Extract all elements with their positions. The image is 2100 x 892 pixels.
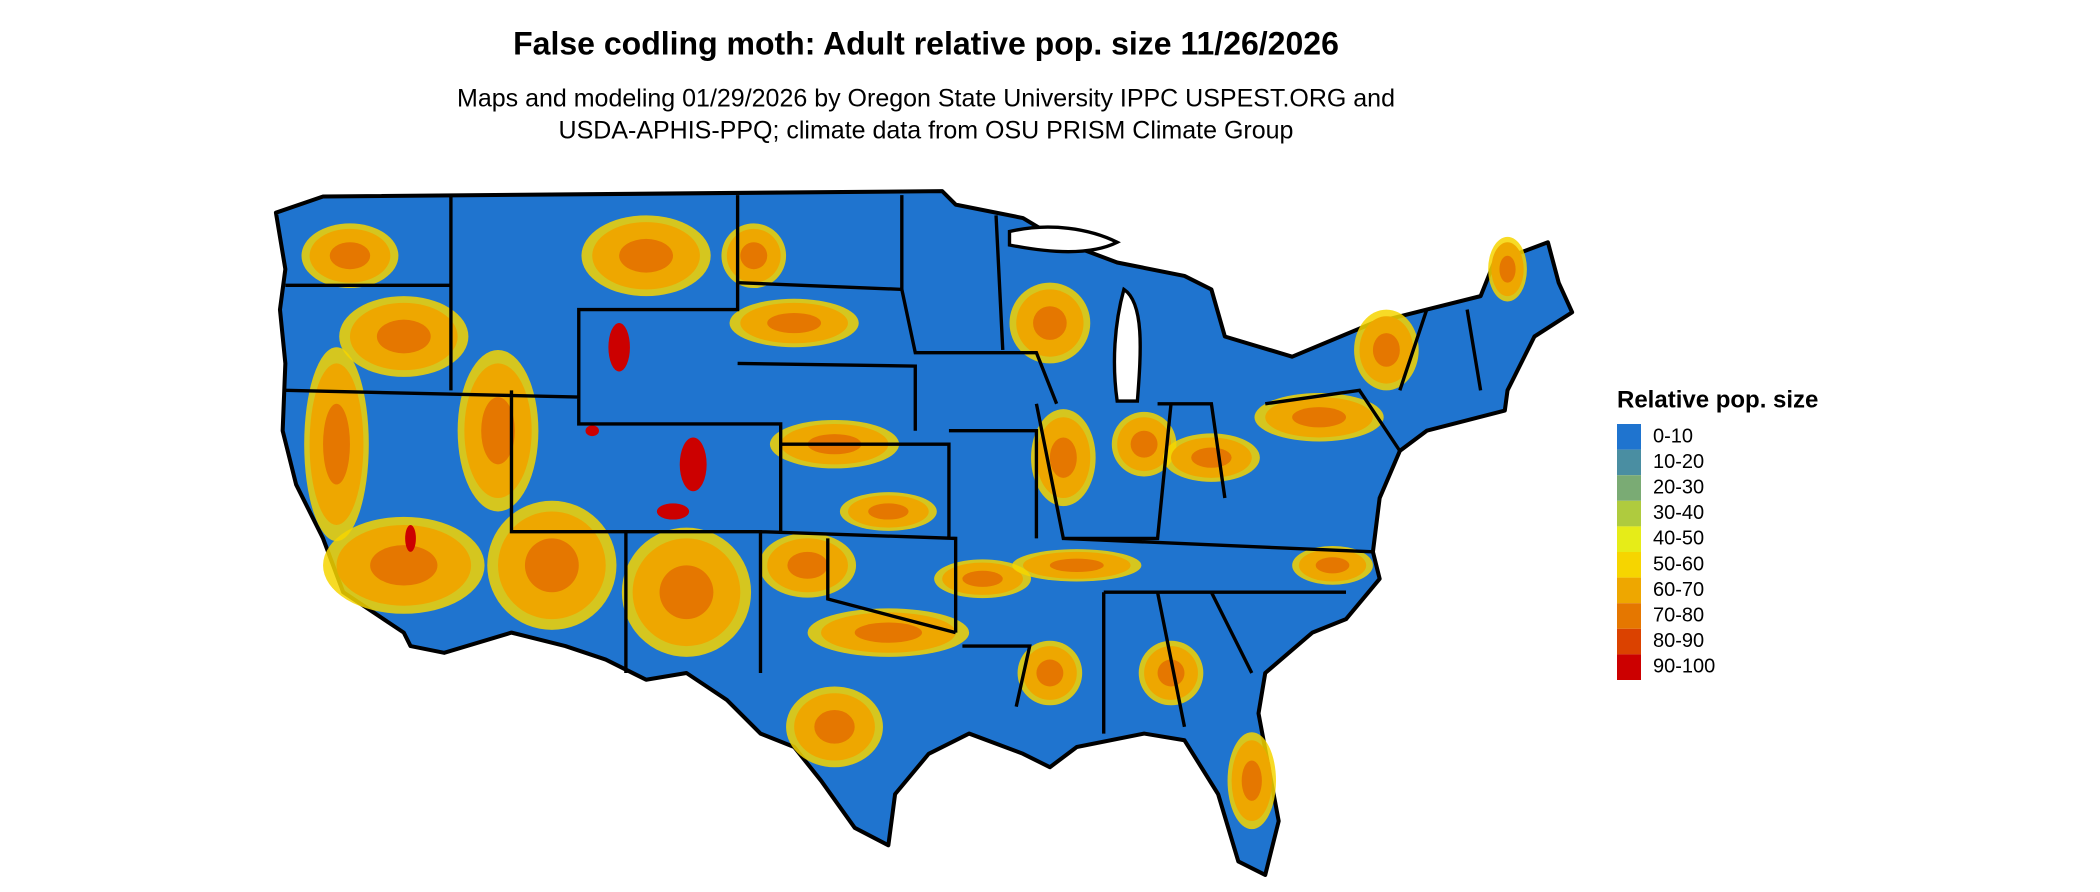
legend-label: 70-80 (1653, 604, 1704, 626)
heat-patch (323, 403, 350, 485)
heat-patch (376, 319, 431, 354)
lake (1007, 225, 1121, 254)
legend-label: 0-10 (1653, 425, 1693, 447)
legend-swatch (1617, 552, 1641, 578)
legend-swatch (1617, 603, 1641, 629)
us-outline (273, 189, 1575, 877)
legend: Relative pop. size 0-10 10-20 20-30 30-40 40… (1617, 386, 1818, 680)
legend-swatch (1617, 654, 1641, 680)
map-subtitle: USDA-APHIS-PPQ; climate data from OSU PR… (559, 117, 1294, 145)
heat-patch (370, 545, 438, 586)
legend-label: 20-30 (1653, 476, 1704, 498)
legend-swatch (1617, 500, 1641, 527)
heat-patch (1036, 659, 1064, 687)
legend-label: 60-70 (1653, 579, 1704, 601)
legend-swatch (1617, 449, 1641, 476)
heat-patch (524, 538, 579, 593)
heat-patch (659, 565, 714, 620)
heat-patch (854, 622, 923, 643)
legend-swatch (1617, 526, 1641, 552)
heat-patch (1499, 255, 1516, 283)
heat-patch (1191, 447, 1232, 468)
heat-patch (656, 503, 690, 520)
heat-patch (1372, 333, 1400, 367)
legend-label: 30-40 (1653, 502, 1704, 524)
legend-label: 40-50 (1653, 528, 1704, 550)
legend-label: 10-20 (1653, 451, 1704, 473)
heat-patch (1033, 306, 1067, 340)
state-border (285, 195, 1483, 734)
legend-label: 90-100 (1653, 656, 1715, 678)
legend-label: 80-90 (1653, 630, 1704, 652)
legend-swatch (1617, 577, 1641, 604)
lake (1112, 286, 1142, 403)
legend-swatch (1617, 628, 1641, 655)
heat-patch (329, 242, 371, 270)
heat-patch (1315, 557, 1350, 574)
heat-patch (814, 710, 855, 744)
map-title: False codling moth: Adult relative pop. … (513, 25, 1339, 61)
heat-patch (405, 524, 416, 552)
legend-title: Relative pop. size (1617, 386, 1818, 413)
heat-patch (740, 242, 768, 270)
heat-patch (1241, 760, 1262, 801)
heat-patch (619, 238, 673, 273)
heat-patch (679, 437, 707, 492)
heat-patch (1049, 558, 1104, 573)
heat-patch (1130, 430, 1158, 458)
heat-patch (1157, 659, 1185, 687)
legend-swatch (1617, 424, 1641, 450)
legend-swatch (1617, 475, 1641, 501)
map-subtitle: Maps and modeling 01/29/2026 by Oregon S… (457, 85, 1395, 113)
heat-patch (787, 551, 828, 579)
heat-patch (481, 397, 515, 465)
state-borders (285, 195, 1483, 734)
heat-patch (585, 425, 599, 437)
legend-label: 50-60 (1653, 553, 1704, 575)
heat-patch (608, 323, 630, 372)
heat-patches (301, 215, 1527, 830)
heat-patch (868, 503, 909, 520)
heat-patch (1292, 407, 1346, 428)
heat-patch (962, 570, 1003, 587)
heat-patch (767, 312, 822, 334)
heat-patch (1049, 437, 1077, 478)
us-map (273, 189, 1575, 877)
